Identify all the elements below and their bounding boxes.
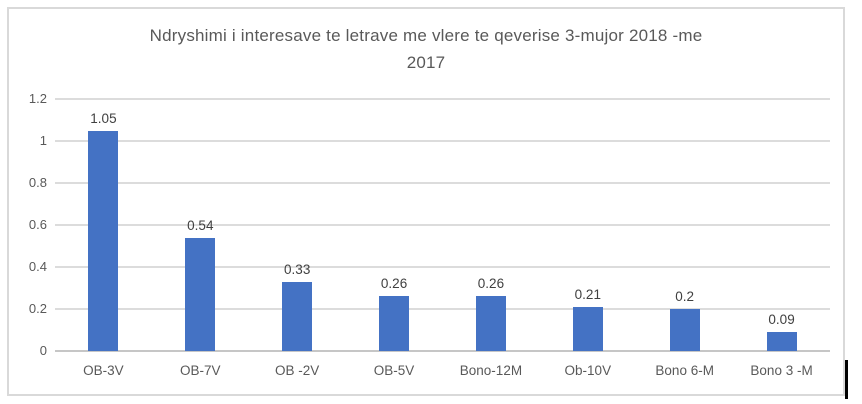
bar-value-label: 0.09 [768, 312, 795, 328]
bar[interactable] [572, 306, 603, 351]
y-tick-label: 0.4 [28, 259, 47, 274]
y-tick-label: 0 [39, 343, 47, 358]
x-category-label: OB-7V [180, 363, 221, 378]
y-axis: 0 0.2 0.4 0.6 0.8 1 1.2 [9, 91, 47, 358]
bar[interactable] [88, 130, 119, 351]
bar-value-label: 1.05 [90, 110, 117, 126]
x-axis-line [55, 350, 830, 352]
bar-value-label: 0.33 [284, 261, 311, 277]
bar-value-label: 0.26 [477, 276, 505, 292]
gridline [55, 140, 830, 142]
bar[interactable] [766, 332, 797, 351]
y-tick-label: 1.2 [28, 91, 47, 106]
bar[interactable] [379, 296, 410, 351]
bar[interactable] [282, 281, 313, 351]
x-category-label: Bono 6-M [655, 363, 714, 378]
bar[interactable] [185, 237, 216, 351]
bar-value-label: 0.2 [675, 289, 695, 304]
bar[interactable] [475, 296, 506, 351]
gridline [55, 224, 830, 226]
plot-area: 1.05 0.54 0.33 0.26 0.26 0.21 0.2 0.09 [55, 98, 830, 352]
gridline [55, 98, 830, 100]
x-category-label: Bono-12M [459, 363, 523, 378]
y-tick-label: 1 [39, 133, 47, 148]
chart-title-line-1: Ndryshimi i interesave te letrave me vle… [149, 26, 703, 45]
x-category-label: Bono 3 -M [750, 363, 813, 378]
x-axis: OB-3V OB-7V OB -2V OB-5V Bono-12M Ob-10V Bono … [55, 361, 830, 381]
bar-value-label: 0.21 [574, 286, 601, 302]
x-category-label: OB -2V [275, 363, 320, 378]
x-category-label: OB-3V [83, 363, 124, 378]
chart-title-line-2: 2017 [406, 53, 446, 72]
x-category-label: Ob-10V [564, 363, 612, 378]
gridline [55, 266, 830, 268]
chart-title: Ndryshimi i interesave te letrave me vle… [9, 22, 843, 76]
bar-chart-object[interactable]: Ndryshimi i interesave te letrave me vle… [7, 7, 845, 396]
gridline [55, 308, 830, 310]
bar[interactable] [669, 309, 700, 351]
x-category-label: OB-5V [373, 363, 415, 378]
bar-value-label: 0.26 [380, 276, 408, 292]
y-tick-label: 0.6 [28, 217, 47, 232]
bar-value-label: 0.54 [187, 217, 214, 233]
gridline [55, 182, 830, 184]
y-tick-label: 0.2 [28, 301, 47, 316]
text-cursor [845, 360, 848, 399]
y-tick-label: 0.8 [28, 175, 47, 190]
